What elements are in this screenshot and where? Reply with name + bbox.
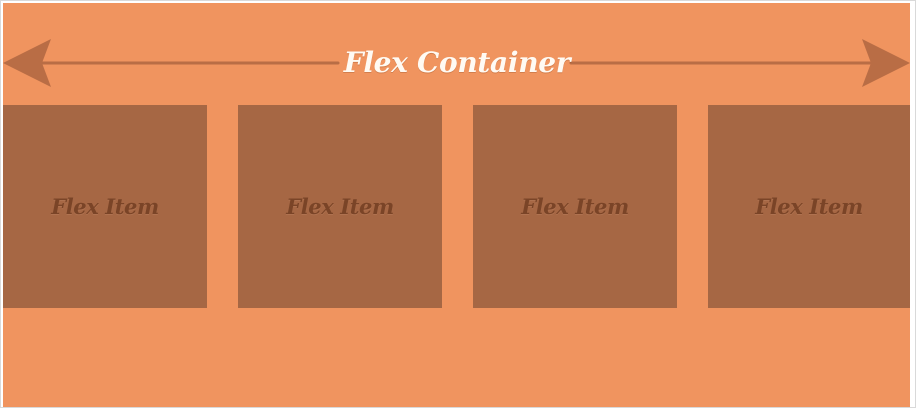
flex-item-1: Flex Item (3, 105, 207, 308)
left-arrowhead-icon (3, 39, 51, 87)
flex-item-2-label: Flex Item (286, 194, 394, 219)
flex-container-label: Flex Container (343, 45, 571, 79)
flex-item-2: Flex Item (238, 105, 442, 308)
flex-item-3: Flex Item (473, 105, 677, 308)
container-width-arrow (3, 39, 910, 87)
flex-container: Flex Container Flex Item Flex Item Flex … (3, 3, 910, 407)
flex-item-4-label: Flex Item (755, 194, 863, 219)
flex-items-row: Flex Item Flex Item Flex Item Flex Item (3, 105, 910, 308)
flex-item-3-label: Flex Item (521, 194, 629, 219)
flex-item-4: Flex Item (708, 105, 910, 308)
flex-item-1-label: Flex Item (51, 194, 159, 219)
right-arrowhead-icon (862, 39, 910, 87)
